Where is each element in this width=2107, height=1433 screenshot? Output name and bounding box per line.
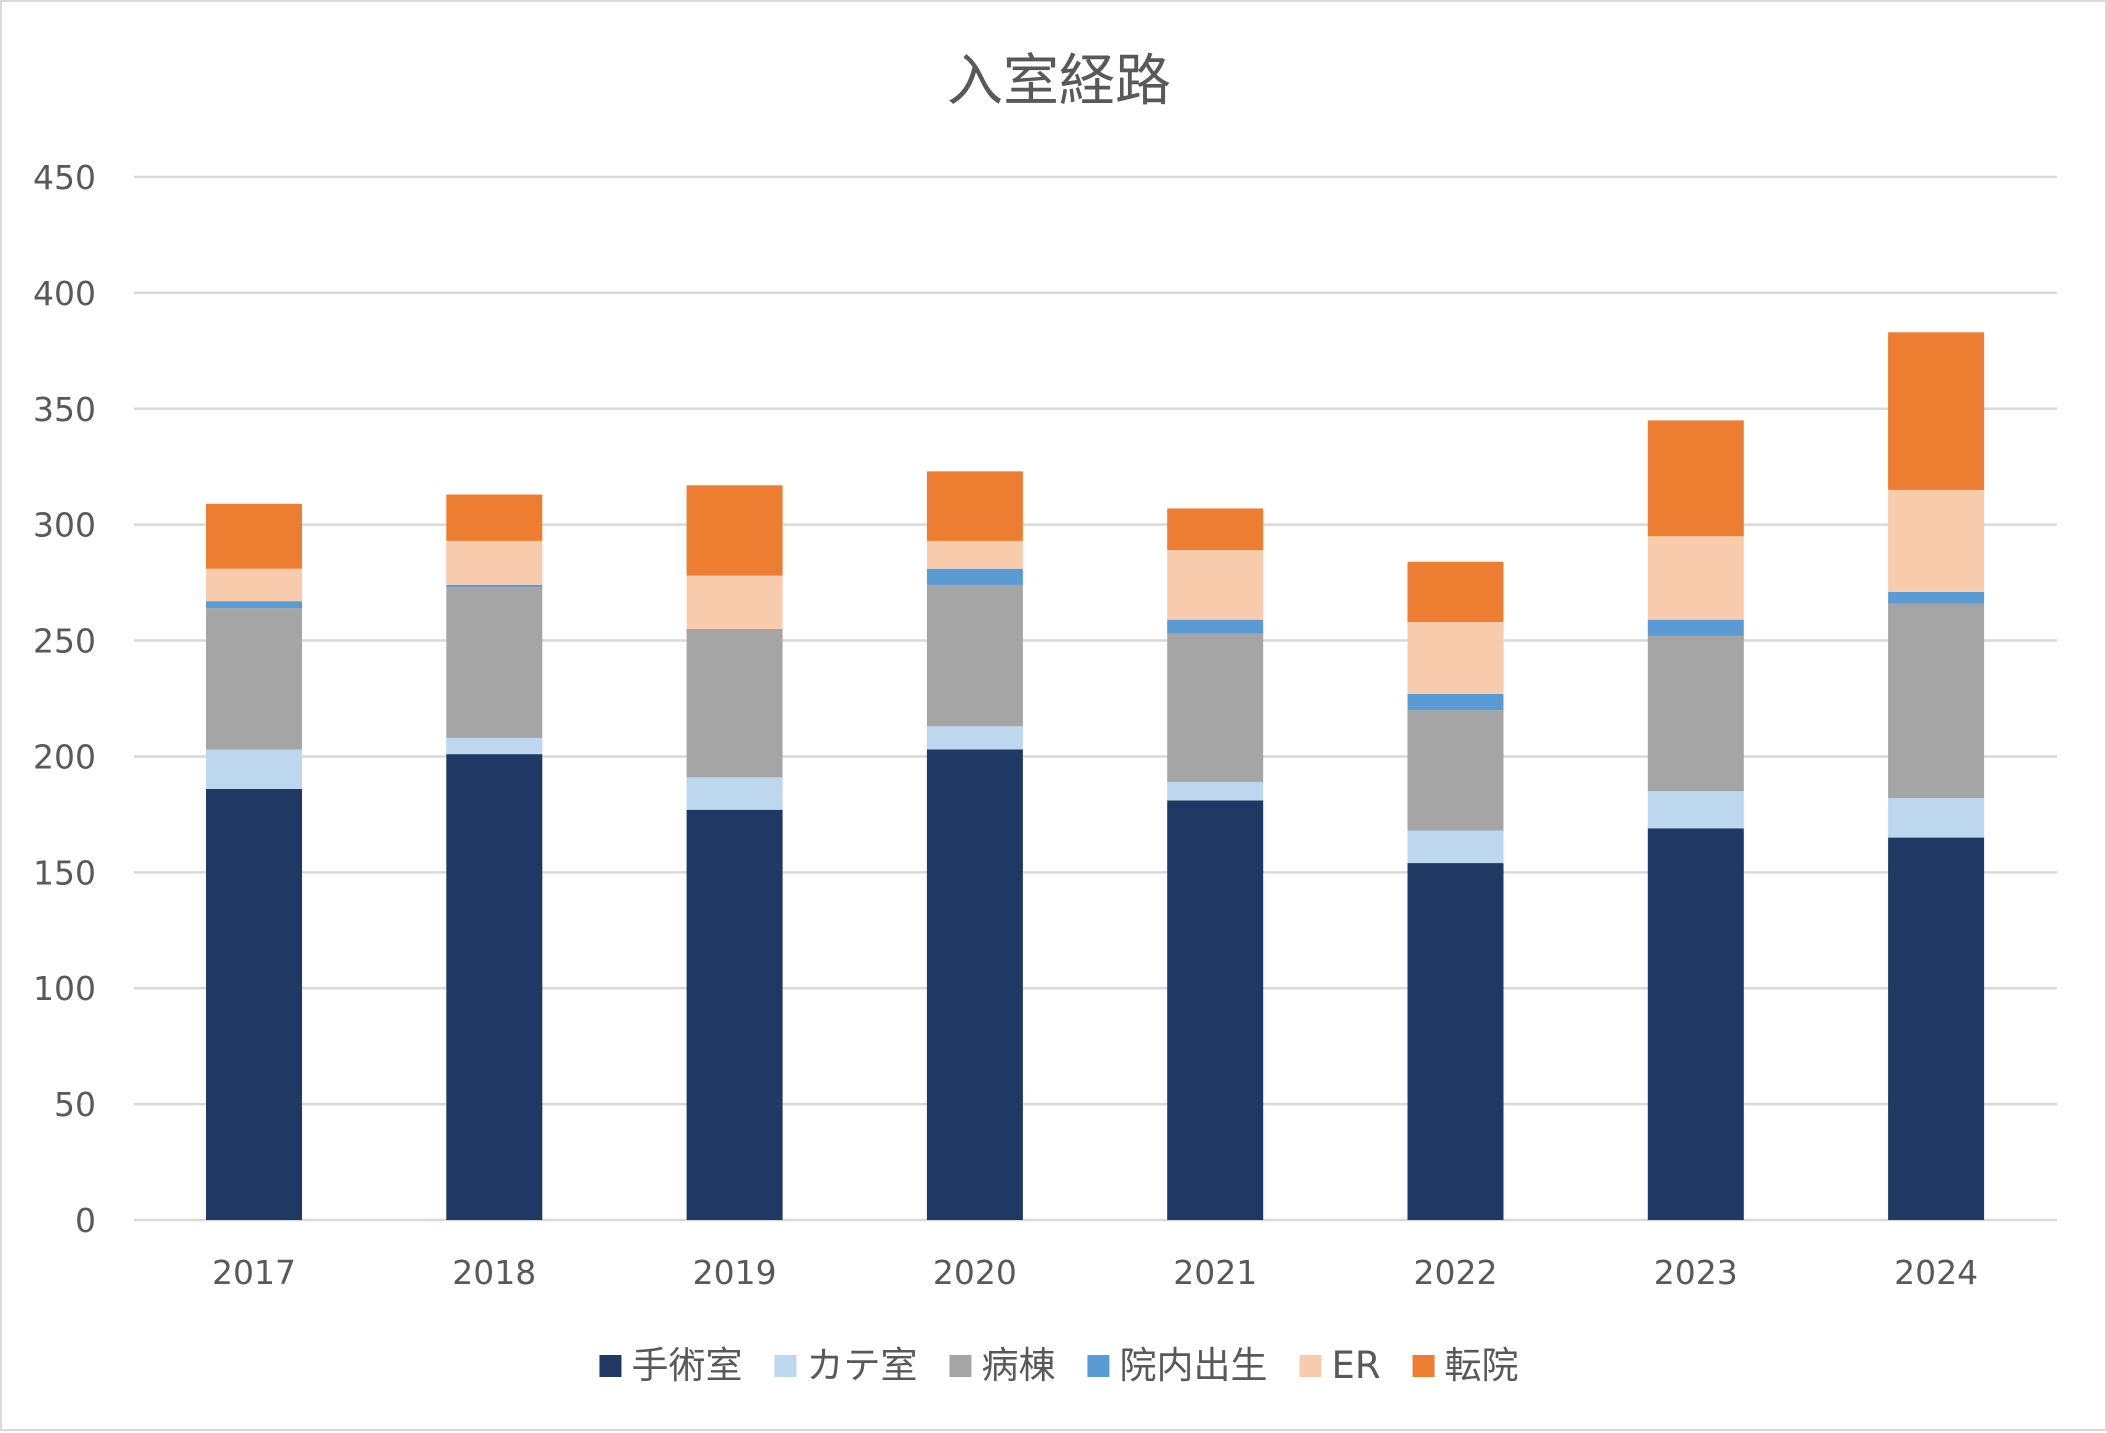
x-tick-label: 2022 xyxy=(1414,1253,1498,1292)
y-tick-label: 350 xyxy=(33,390,96,429)
bar-segment xyxy=(1647,791,1744,829)
bar-stack-2022 xyxy=(1407,561,1504,1220)
bar-segment xyxy=(1647,828,1744,1220)
bar-segment xyxy=(446,587,543,738)
legend-swatch xyxy=(774,1355,797,1377)
chart-title: 入室経路 xyxy=(947,49,1171,114)
legend-item: ER xyxy=(1299,1344,1381,1387)
bar-stack-2024 xyxy=(1888,332,1985,1220)
x-tick-label: 2023 xyxy=(1654,1253,1738,1292)
x-axis-tick-labels: 2017 2018 2019 2020 2021 2022 2023 2024 xyxy=(212,1253,1978,1292)
bar-segment xyxy=(446,754,543,1220)
bar-segment xyxy=(926,749,1023,1220)
bar-segment xyxy=(206,503,302,569)
bar-segment xyxy=(926,584,1023,727)
y-tick-label: 450 xyxy=(33,158,96,197)
legend-swatch xyxy=(599,1355,622,1377)
legend-swatch xyxy=(1412,1355,1435,1377)
legend-item: 病棟 xyxy=(949,1344,1055,1387)
y-tick-label: 50 xyxy=(54,1085,96,1124)
bar-segment xyxy=(926,726,1023,750)
bar-segment xyxy=(686,809,783,1220)
bar-segment xyxy=(686,485,783,576)
y-tick-label: 300 xyxy=(33,506,96,545)
bar-segment xyxy=(1407,561,1504,623)
bar-stack-2017 xyxy=(206,503,302,1220)
bar-stack-2018 xyxy=(446,494,543,1220)
bar-segment xyxy=(1167,800,1264,1220)
bar-segment xyxy=(1407,622,1504,694)
bar-segment xyxy=(686,777,783,810)
y-tick-label: 150 xyxy=(33,853,96,892)
bar-segment xyxy=(1167,508,1264,551)
bar-segment xyxy=(1167,781,1264,801)
legend-label: ER xyxy=(1331,1344,1380,1387)
legend-label: 病棟 xyxy=(981,1344,1055,1387)
x-tick-label: 2018 xyxy=(452,1253,536,1292)
bar-segment xyxy=(206,749,302,789)
bar-segment xyxy=(1888,591,1985,604)
bar-segment xyxy=(1888,837,1985,1220)
bar-segment xyxy=(1888,332,1985,490)
bar-segment xyxy=(1888,603,1985,799)
bar-segment xyxy=(1888,489,1985,592)
y-tick-label: 200 xyxy=(33,737,96,776)
bar-stack-2023 xyxy=(1647,420,1744,1220)
bar-segment xyxy=(446,737,543,755)
bar-segment xyxy=(1407,693,1504,711)
legend-item: 転院 xyxy=(1412,1344,1519,1387)
bar-segment xyxy=(926,471,1023,541)
bar-segment xyxy=(1888,798,1985,838)
bar-segment xyxy=(1167,550,1264,620)
bar-segment xyxy=(1647,635,1744,792)
bar-segment xyxy=(446,540,543,585)
bar-segment xyxy=(926,540,1023,569)
gridlines xyxy=(134,175,2057,1222)
bar-segment xyxy=(926,568,1023,585)
bar-segment xyxy=(1407,710,1504,831)
bar-segment xyxy=(446,494,543,541)
bar-stack-2020 xyxy=(926,471,1023,1220)
legend-label: 院内出生 xyxy=(1119,1344,1267,1387)
x-tick-label: 2017 xyxy=(212,1253,296,1292)
legend-label: カテ室 xyxy=(806,1344,917,1387)
bars xyxy=(206,332,1985,1220)
y-tick-label: 250 xyxy=(33,622,96,661)
bar-segment xyxy=(206,608,302,750)
legend-item: カテ室 xyxy=(774,1344,917,1387)
bar-segment xyxy=(686,575,783,629)
bar-segment xyxy=(686,628,783,778)
bar-segment xyxy=(1167,633,1264,782)
legend-item: 院内出生 xyxy=(1087,1344,1267,1387)
bar-segment xyxy=(1407,863,1504,1220)
x-tick-label: 2024 xyxy=(1894,1253,1978,1292)
bar-segment xyxy=(1167,619,1264,634)
bar-segment xyxy=(206,568,302,602)
bar-segment xyxy=(446,584,543,588)
y-tick-label: 100 xyxy=(33,969,96,1008)
bar-segment xyxy=(1647,619,1744,636)
y-tick-label: 400 xyxy=(33,274,96,313)
bar-segment xyxy=(206,601,302,609)
bar-segment xyxy=(1647,420,1744,537)
legend: 手術室 カテ室 病棟 院内出生 ER 転院 xyxy=(599,1344,1519,1387)
x-tick-label: 2020 xyxy=(933,1253,1017,1292)
legend-swatch xyxy=(1087,1355,1110,1377)
bar-stack-2021 xyxy=(1167,508,1264,1220)
x-tick-label: 2021 xyxy=(1173,1253,1257,1292)
bar-segment xyxy=(206,788,302,1220)
y-axis-tick-labels: 0 50 100 150 200 250 300 350 400 450 xyxy=(33,158,96,1240)
bar-segment xyxy=(1647,536,1744,620)
y-tick-label: 0 xyxy=(75,1201,96,1240)
legend-swatch xyxy=(949,1355,972,1377)
legend-item: 手術室 xyxy=(599,1344,742,1387)
x-tick-label: 2019 xyxy=(693,1253,777,1292)
legend-swatch xyxy=(1299,1355,1322,1377)
bar-segment xyxy=(1407,830,1504,864)
bar-stack-2019 xyxy=(686,485,783,1220)
legend-label: 転院 xyxy=(1445,1344,1519,1387)
legend-label: 手術室 xyxy=(631,1344,742,1387)
